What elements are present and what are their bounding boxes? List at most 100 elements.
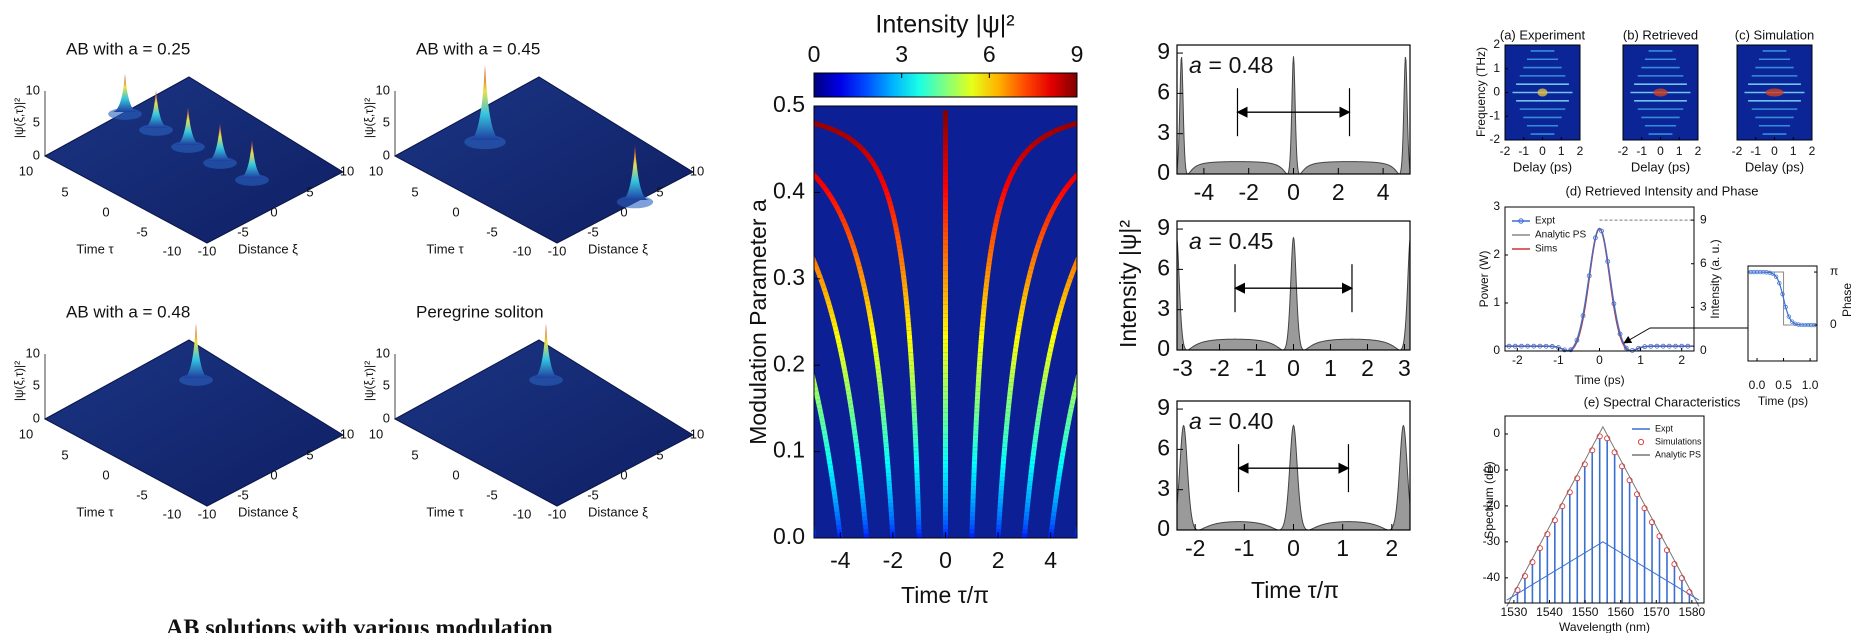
distance-tick-label: 10 [340, 426, 354, 441]
ridge-segment [1121, 141, 1132, 145]
intensity-profile [1176, 237, 1411, 351]
ridge-segment [1209, 119, 1250, 123]
ridge-segment [1040, 386, 1046, 392]
ridge-segment [816, 273, 824, 280]
ridge-segment [1151, 279, 1154, 283]
ridge-segment [764, 188, 769, 192]
ridge-segment [1011, 356, 1018, 362]
spectrogram-y-tick-label: 0 [1493, 85, 1500, 99]
ridge-segment [834, 334, 841, 340]
ridge-segment [675, 253, 679, 257]
z-label: |ψ(ξ,τ)|² [12, 361, 26, 401]
ridge-segment [295, 141, 332, 145]
ridge-segment [856, 265, 863, 271]
ridge-segment [760, 534, 761, 538]
ridge-segment [988, 243, 995, 249]
ridge-segment [1107, 512, 1108, 516]
ridge-segment [1087, 339, 1088, 343]
sim-point [1566, 489, 1573, 496]
spectrogram-xlabel: Delay (ps) [1513, 159, 1572, 174]
ridge-segment [1048, 208, 1056, 216]
spectrogram-xlabel: Delay (ps) [1745, 159, 1804, 174]
ridge-segment [1038, 399, 1044, 405]
ridge-segment [1111, 495, 1112, 499]
ridge-segment [1134, 512, 1135, 516]
z-label: |ψ(ξ,τ)|² [12, 98, 26, 138]
ridge-segment [758, 521, 759, 525]
ridge-segment [701, 231, 705, 235]
ridge-segment [833, 503, 839, 509]
phase-point [1764, 270, 1769, 275]
spectrogram-x-tick-label: 1 [1676, 144, 1683, 158]
ridge-segment [719, 391, 721, 395]
ridge-segment [1045, 356, 1052, 362]
ridge-segment [739, 218, 743, 222]
ridge-segment [1127, 184, 1132, 188]
ridge-segment [652, 231, 657, 235]
ridge-segment [699, 283, 702, 287]
distance-label: Distance ξ [588, 241, 648, 256]
ridge-segment [1194, 223, 1199, 227]
ridge-segment [658, 283, 661, 287]
ridge-segment [831, 321, 838, 327]
time-tick-label: 10 [19, 426, 33, 441]
ridge-segment [1028, 265, 1035, 271]
ridge-segment [1192, 279, 1195, 283]
ridge-segment [805, 486, 806, 490]
ridge-segment [1181, 188, 1187, 192]
ridge-segment [1005, 178, 1012, 185]
ridge-segment [1019, 304, 1026, 310]
ridge-segment [1067, 407, 1074, 414]
ridge-segment [704, 357, 706, 361]
ridge-segment [891, 217, 898, 224]
ridge-segment [1062, 438, 1068, 444]
profile-x-tick-label: 0 [1287, 535, 1300, 561]
ridge-segment [1142, 482, 1143, 486]
ridge-segment [683, 123, 711, 127]
sim-point [1671, 561, 1678, 568]
param-name: a = [1189, 52, 1222, 78]
ridge-segment [750, 490, 751, 494]
ridge-segment [897, 252, 904, 258]
ridge-segment [665, 201, 671, 205]
ridge-segment [785, 292, 787, 296]
sim-point [1604, 435, 1611, 442]
ridge-segment [804, 478, 805, 482]
ridge-segment [1029, 260, 1036, 267]
expt-point [1623, 345, 1629, 351]
ridge-segment [1214, 305, 1217, 309]
ridge-segment [1049, 338, 1056, 345]
sim-point [1514, 587, 1521, 594]
ridge-segment [1046, 351, 1053, 358]
z-tick-label: 10 [26, 82, 40, 97]
spectrogram-x-tick-label: -2 [1618, 144, 1629, 158]
ridge-segment [852, 433, 859, 439]
z-tick-label: 5 [383, 114, 390, 129]
time-tick-label: -5 [136, 487, 148, 502]
ridge-segment [1120, 456, 1121, 460]
ridge-segment [1115, 361, 1116, 365]
ridge-segment [1308, 184, 1318, 188]
ridge-segment [1082, 357, 1083, 361]
ridge-segment [1287, 227, 1293, 231]
ridge-segment [990, 235, 996, 241]
ridge-segment [789, 300, 791, 304]
ridge-segment [1061, 442, 1068, 448]
ridge-segment [1141, 382, 1143, 386]
ridge-segment [822, 291, 829, 297]
ridge-segment [714, 378, 716, 382]
ridge-segment [825, 451, 832, 457]
ridge-segment [794, 430, 795, 434]
ridge-segment [1034, 425, 1040, 431]
ridge-segment [832, 325, 839, 332]
spectrum-floor [1506, 541, 1700, 601]
ridge-segment [1087, 236, 1089, 240]
time-label: Time τ [76, 504, 114, 519]
ridge-segment [651, 274, 655, 278]
spectrogram-y-tick-label: -1 [1489, 108, 1500, 122]
ridge-segment [723, 257, 726, 261]
ridge-segment [630, 214, 636, 218]
z-tick-label: 0 [33, 410, 40, 425]
sim-point [1686, 588, 1693, 596]
ridge-segment [1000, 191, 1007, 198]
